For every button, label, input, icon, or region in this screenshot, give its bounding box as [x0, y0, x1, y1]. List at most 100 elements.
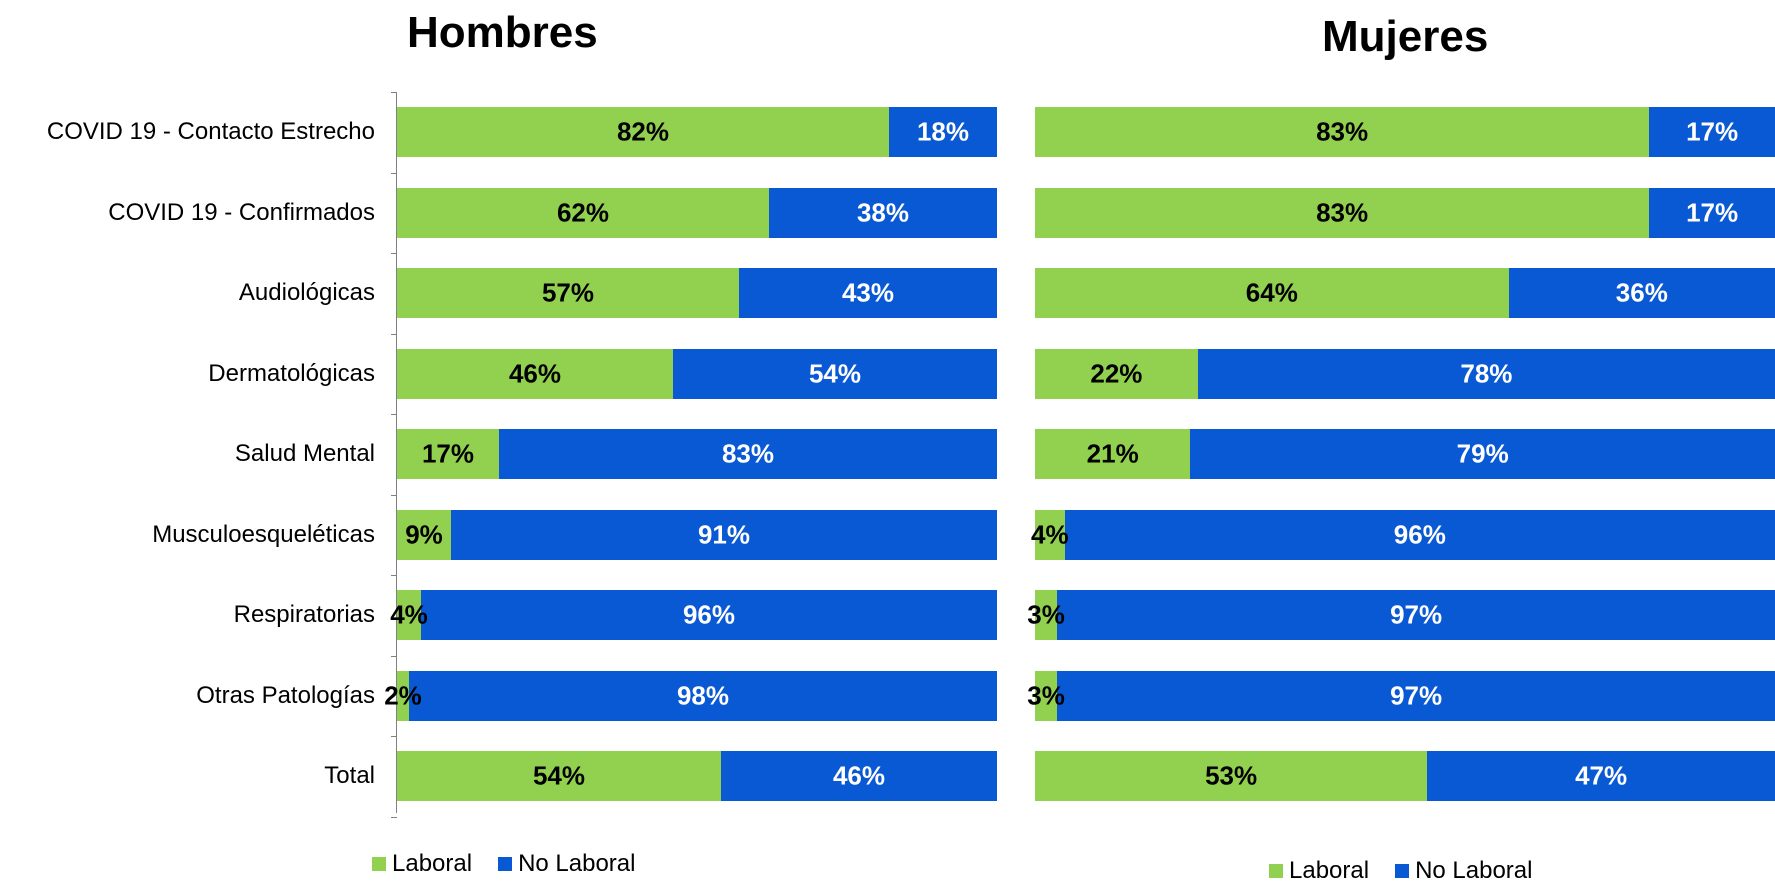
- hombres-bar-laboral: [397, 590, 421, 640]
- mujeres-data-label-no-laboral: 97%: [1390, 680, 1443, 710]
- mujeres-bar-no-laboral: [1427, 751, 1775, 801]
- hombres-data-label-laboral: 46%: [508, 358, 562, 388]
- category-label: Respiratorias: [233, 601, 375, 628]
- mujeres-data-label-no-laboral: 47%: [1575, 760, 1628, 791]
- mujeres-data-label-laboral: 83%: [1316, 116, 1369, 147]
- hombres-bar-no-laboral: [499, 429, 997, 479]
- axis-tick: [391, 575, 397, 576]
- mujeres-data-label-laboral: 4%: [1031, 519, 1069, 549]
- hombres-bar-laboral: [397, 268, 739, 318]
- axis-tick: [391, 333, 397, 335]
- category-label: Salud Mental: [234, 440, 375, 467]
- hombres-data-label-laboral: 54%: [532, 760, 586, 791]
- axis-tick: [391, 253, 397, 254]
- hombres-data-label-laboral: 17%: [421, 438, 475, 469]
- mujeres-bar-no-laboral: [1057, 670, 1775, 721]
- hombres-data-label-no-laboral: 46%: [832, 760, 886, 791]
- hombres-legend: Laboral No Laboral: [372, 850, 661, 878]
- legend-label-no-laboral: No Laboral: [518, 850, 636, 877]
- category-label: Dermatológicas: [208, 359, 375, 387]
- mujeres-bar-laboral: [1035, 187, 1650, 238]
- hombres-bar-laboral: [397, 348, 673, 399]
- mujeres-data-label-laboral: 64%: [1245, 277, 1298, 308]
- no-laboral-swatch-icon: [1395, 864, 1410, 878]
- hombres-bar-no-laboral: [769, 187, 997, 238]
- legend-label-laboral: Laboral: [1289, 857, 1370, 884]
- mujeres-data-label-laboral: 22%: [1090, 358, 1143, 388]
- mujeres-bar-laboral: [1035, 107, 1650, 157]
- mujeres-data-label-no-laboral: 96%: [1393, 519, 1446, 549]
- axis-tick: [391, 414, 397, 415]
- category-label: COVID 19 - Contacto Estrecho: [46, 118, 375, 145]
- hombres-data-label-no-laboral: 96%: [682, 599, 736, 630]
- hombres-bar-no-laboral: [889, 107, 997, 157]
- hombres-data-label-no-laboral: 18%: [916, 116, 970, 147]
- hombres-bar-laboral: [397, 187, 769, 238]
- legend-label-laboral: Laboral: [392, 850, 473, 877]
- legend-label-no-laboral: No Laboral: [1415, 857, 1533, 884]
- hombres-bar-no-laboral: [673, 348, 997, 399]
- axis-tick: [391, 172, 397, 174]
- laboral-swatch-icon: [1269, 864, 1283, 878]
- axis-tick: [391, 494, 397, 496]
- hombres-bar-laboral: [397, 429, 499, 479]
- hombres-data-label-no-laboral: 83%: [721, 438, 775, 469]
- mujeres-data-label-laboral: 53%: [1205, 760, 1258, 791]
- hombres-data-label-laboral: 82%: [616, 116, 670, 147]
- mujeres-bar-laboral: [1035, 590, 1058, 640]
- hombres-data-label-laboral: 62%: [556, 197, 610, 227]
- hombres-data-label-no-laboral: 54%: [808, 358, 862, 388]
- category-label: Total: [324, 762, 375, 789]
- mujeres-chart-title: Mujeres: [1322, 12, 1489, 61]
- mujeres-bar-no-laboral: [1190, 429, 1775, 479]
- hombres-bar-laboral: [397, 509, 451, 560]
- hombres-data-label-no-laboral: 38%: [856, 197, 910, 227]
- hombres-bar-no-laboral: [721, 751, 997, 801]
- mujeres-legend: Laboral No Laboral: [1269, 857, 1558, 885]
- mujeres-bar-no-laboral: [1197, 348, 1775, 399]
- mujeres-bar-no-laboral: [1508, 268, 1775, 318]
- category-label: Audiológicas: [238, 279, 375, 306]
- mujeres-data-label-no-laboral: 36%: [1615, 277, 1668, 308]
- hombres-bar-laboral: [397, 107, 889, 157]
- hombres-data-label-laboral: 9%: [405, 519, 443, 549]
- category-label: Otras Patologías: [196, 681, 375, 709]
- mujeres-bar-laboral: [1035, 670, 1058, 721]
- laboral-swatch-icon: [372, 857, 386, 871]
- no-laboral-swatch-icon: [498, 857, 513, 871]
- category-label: COVID 19 - Confirmados: [108, 198, 375, 226]
- mujeres-data-label-no-laboral: 17%: [1686, 197, 1739, 227]
- hombres-data-label-laboral: 2%: [384, 680, 422, 710]
- mujeres-bar-no-laboral: [1649, 187, 1775, 238]
- hombres-data-label-no-laboral: 91%: [697, 519, 751, 549]
- category-axis-line: [396, 92, 397, 813]
- axis-tick: [391, 655, 397, 657]
- legend-item-laboral: Laboral: [372, 850, 472, 878]
- mujeres-data-label-laboral: 21%: [1086, 438, 1139, 469]
- hombres-data-label-laboral: 57%: [541, 277, 595, 308]
- mujeres-data-label-no-laboral: 78%: [1460, 358, 1513, 388]
- axis-tick: [391, 816, 397, 818]
- mujeres-data-label-no-laboral: 79%: [1456, 438, 1509, 469]
- mujeres-bar-no-laboral: [1649, 107, 1775, 157]
- hombres-bar-no-laboral: [451, 509, 997, 560]
- mujeres-bar-laboral: [1035, 751, 1428, 801]
- hombres-bar-laboral: [397, 670, 409, 721]
- mujeres-data-label-laboral: 83%: [1316, 197, 1369, 227]
- hombres-bar-no-laboral: [739, 268, 997, 318]
- mujeres-bar-laboral: [1035, 268, 1509, 318]
- mujeres-bar-laboral: [1035, 429, 1191, 479]
- mujeres-data-label-no-laboral: 97%: [1390, 599, 1443, 630]
- mujeres-bar-laboral: [1035, 348, 1198, 399]
- hombres-bar-no-laboral: [421, 590, 997, 640]
- legend-item-no-laboral: No Laboral: [498, 850, 635, 878]
- hombres-chart-title: Hombres: [407, 8, 598, 57]
- mujeres-bar-laboral: [1035, 509, 1065, 560]
- category-label: Musculoesqueléticas: [152, 520, 375, 548]
- mujeres-bar-no-laboral: [1057, 590, 1775, 640]
- axis-tick: [391, 92, 397, 93]
- axis-tick: [391, 736, 397, 737]
- hombres-data-label-no-laboral: 98%: [676, 680, 730, 710]
- hombres-data-label-laboral: 4%: [390, 599, 428, 630]
- hombres-bar-laboral: [397, 751, 721, 801]
